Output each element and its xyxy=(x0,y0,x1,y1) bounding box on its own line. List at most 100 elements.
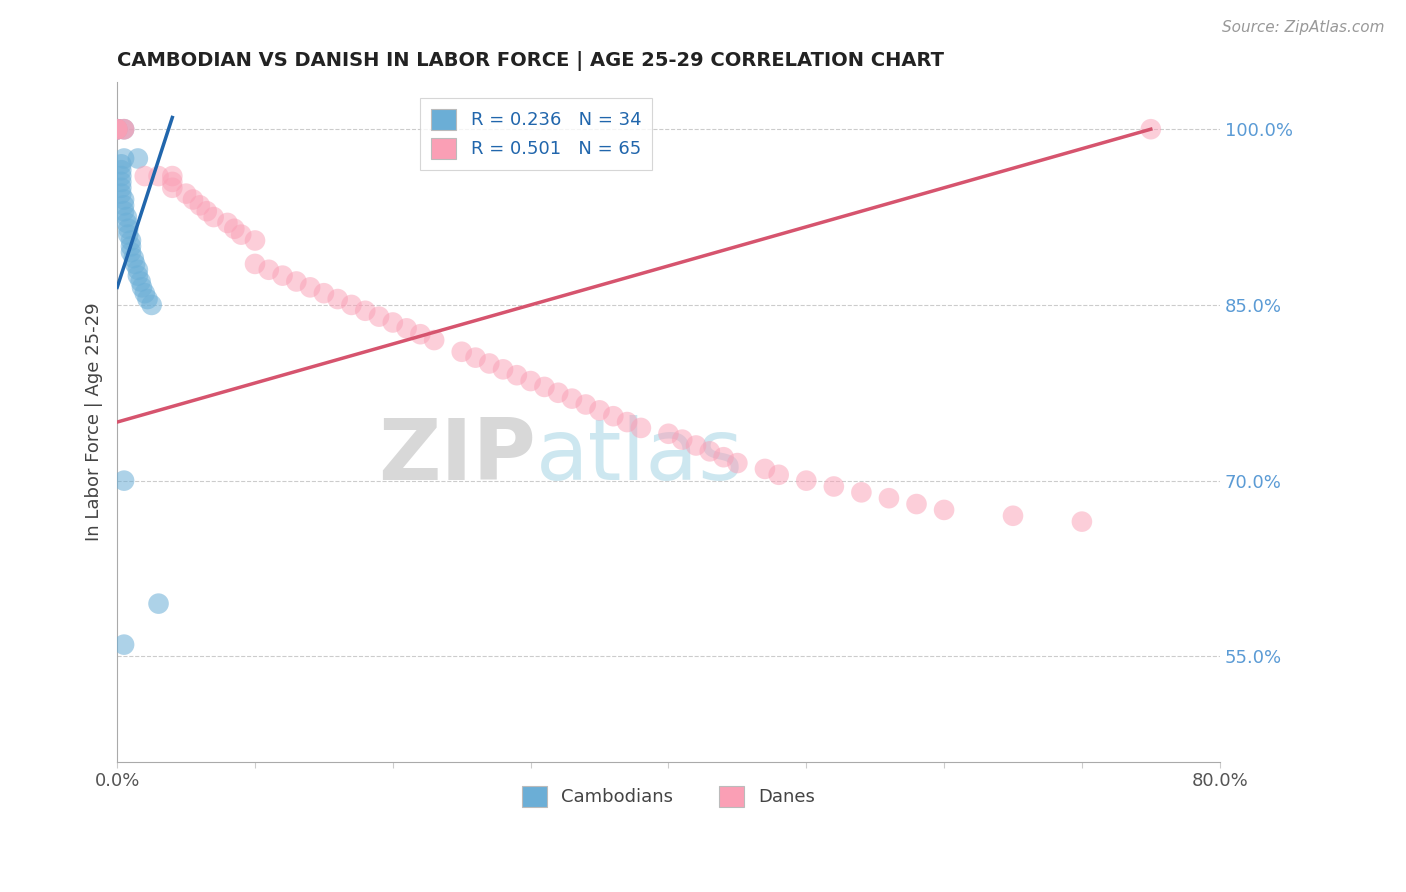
Point xyxy=(299,280,322,294)
Point xyxy=(713,450,735,465)
Point xyxy=(112,198,135,212)
Point xyxy=(450,344,472,359)
Point xyxy=(195,204,218,219)
Point xyxy=(112,152,135,166)
Point xyxy=(519,374,541,388)
Point xyxy=(127,262,149,277)
Point xyxy=(657,426,679,441)
Point xyxy=(110,163,132,178)
Legend: Cambodians, Danes: Cambodians, Danes xyxy=(515,779,823,814)
Point xyxy=(478,356,501,370)
Point xyxy=(423,333,446,347)
Point xyxy=(134,169,156,183)
Point xyxy=(630,421,652,435)
Point xyxy=(616,415,638,429)
Point xyxy=(725,456,748,470)
Point xyxy=(141,298,163,312)
Point xyxy=(202,210,225,224)
Text: Source: ZipAtlas.com: Source: ZipAtlas.com xyxy=(1222,20,1385,35)
Point xyxy=(131,280,153,294)
Point xyxy=(271,268,294,283)
Point xyxy=(148,597,170,611)
Point xyxy=(105,122,128,136)
Point xyxy=(112,122,135,136)
Point xyxy=(1070,515,1092,529)
Point xyxy=(112,193,135,207)
Point xyxy=(409,327,432,342)
Point xyxy=(162,181,184,195)
Point xyxy=(127,152,149,166)
Point xyxy=(354,303,377,318)
Point xyxy=(905,497,928,511)
Point xyxy=(326,292,349,306)
Point xyxy=(699,444,721,458)
Point xyxy=(340,298,363,312)
Point xyxy=(671,433,693,447)
Point xyxy=(110,157,132,171)
Point xyxy=(877,491,900,506)
Point xyxy=(112,122,135,136)
Point xyxy=(506,368,529,383)
Point xyxy=(127,268,149,283)
Point xyxy=(181,193,204,207)
Point xyxy=(368,310,391,324)
Text: ZIP: ZIP xyxy=(378,415,536,498)
Point xyxy=(112,204,135,219)
Point xyxy=(231,227,253,242)
Point xyxy=(932,503,955,517)
Point xyxy=(243,234,266,248)
Point xyxy=(188,198,211,212)
Point xyxy=(464,351,486,365)
Text: CAMBODIAN VS DANISH IN LABOR FORCE | AGE 25-29 CORRELATION CHART: CAMBODIAN VS DANISH IN LABOR FORCE | AGE… xyxy=(117,51,945,70)
Point xyxy=(561,392,583,406)
Point xyxy=(602,409,624,424)
Point xyxy=(588,403,610,417)
Point xyxy=(533,380,555,394)
Point xyxy=(395,321,418,335)
Point xyxy=(122,251,145,265)
Point xyxy=(110,186,132,201)
Point xyxy=(754,462,776,476)
Point xyxy=(120,239,142,253)
Point xyxy=(547,385,569,400)
Point xyxy=(105,122,128,136)
Point xyxy=(823,479,845,493)
Point xyxy=(105,122,128,136)
Point xyxy=(117,227,139,242)
Text: atlas: atlas xyxy=(536,415,744,498)
Point xyxy=(115,210,138,224)
Point xyxy=(112,474,135,488)
Point xyxy=(112,638,135,652)
Point xyxy=(285,275,308,289)
Point xyxy=(575,397,598,411)
Point xyxy=(312,286,335,301)
Point xyxy=(120,245,142,260)
Point xyxy=(110,169,132,183)
Y-axis label: In Labor Force | Age 25-29: In Labor Force | Age 25-29 xyxy=(86,302,103,541)
Point xyxy=(224,221,246,235)
Point xyxy=(1139,122,1161,136)
Point xyxy=(112,122,135,136)
Point xyxy=(162,175,184,189)
Point xyxy=(217,216,239,230)
Point xyxy=(136,292,159,306)
Point xyxy=(381,316,404,330)
Point xyxy=(174,186,197,201)
Point xyxy=(768,467,790,482)
Point xyxy=(110,181,132,195)
Point xyxy=(105,122,128,136)
Point xyxy=(124,257,146,271)
Point xyxy=(794,474,817,488)
Point xyxy=(162,169,184,183)
Point xyxy=(685,438,707,452)
Point xyxy=(110,175,132,189)
Point xyxy=(851,485,873,500)
Point xyxy=(105,122,128,136)
Point xyxy=(129,275,152,289)
Point xyxy=(105,122,128,136)
Point xyxy=(134,286,156,301)
Point xyxy=(117,221,139,235)
Point xyxy=(257,262,280,277)
Point xyxy=(115,216,138,230)
Point xyxy=(148,169,170,183)
